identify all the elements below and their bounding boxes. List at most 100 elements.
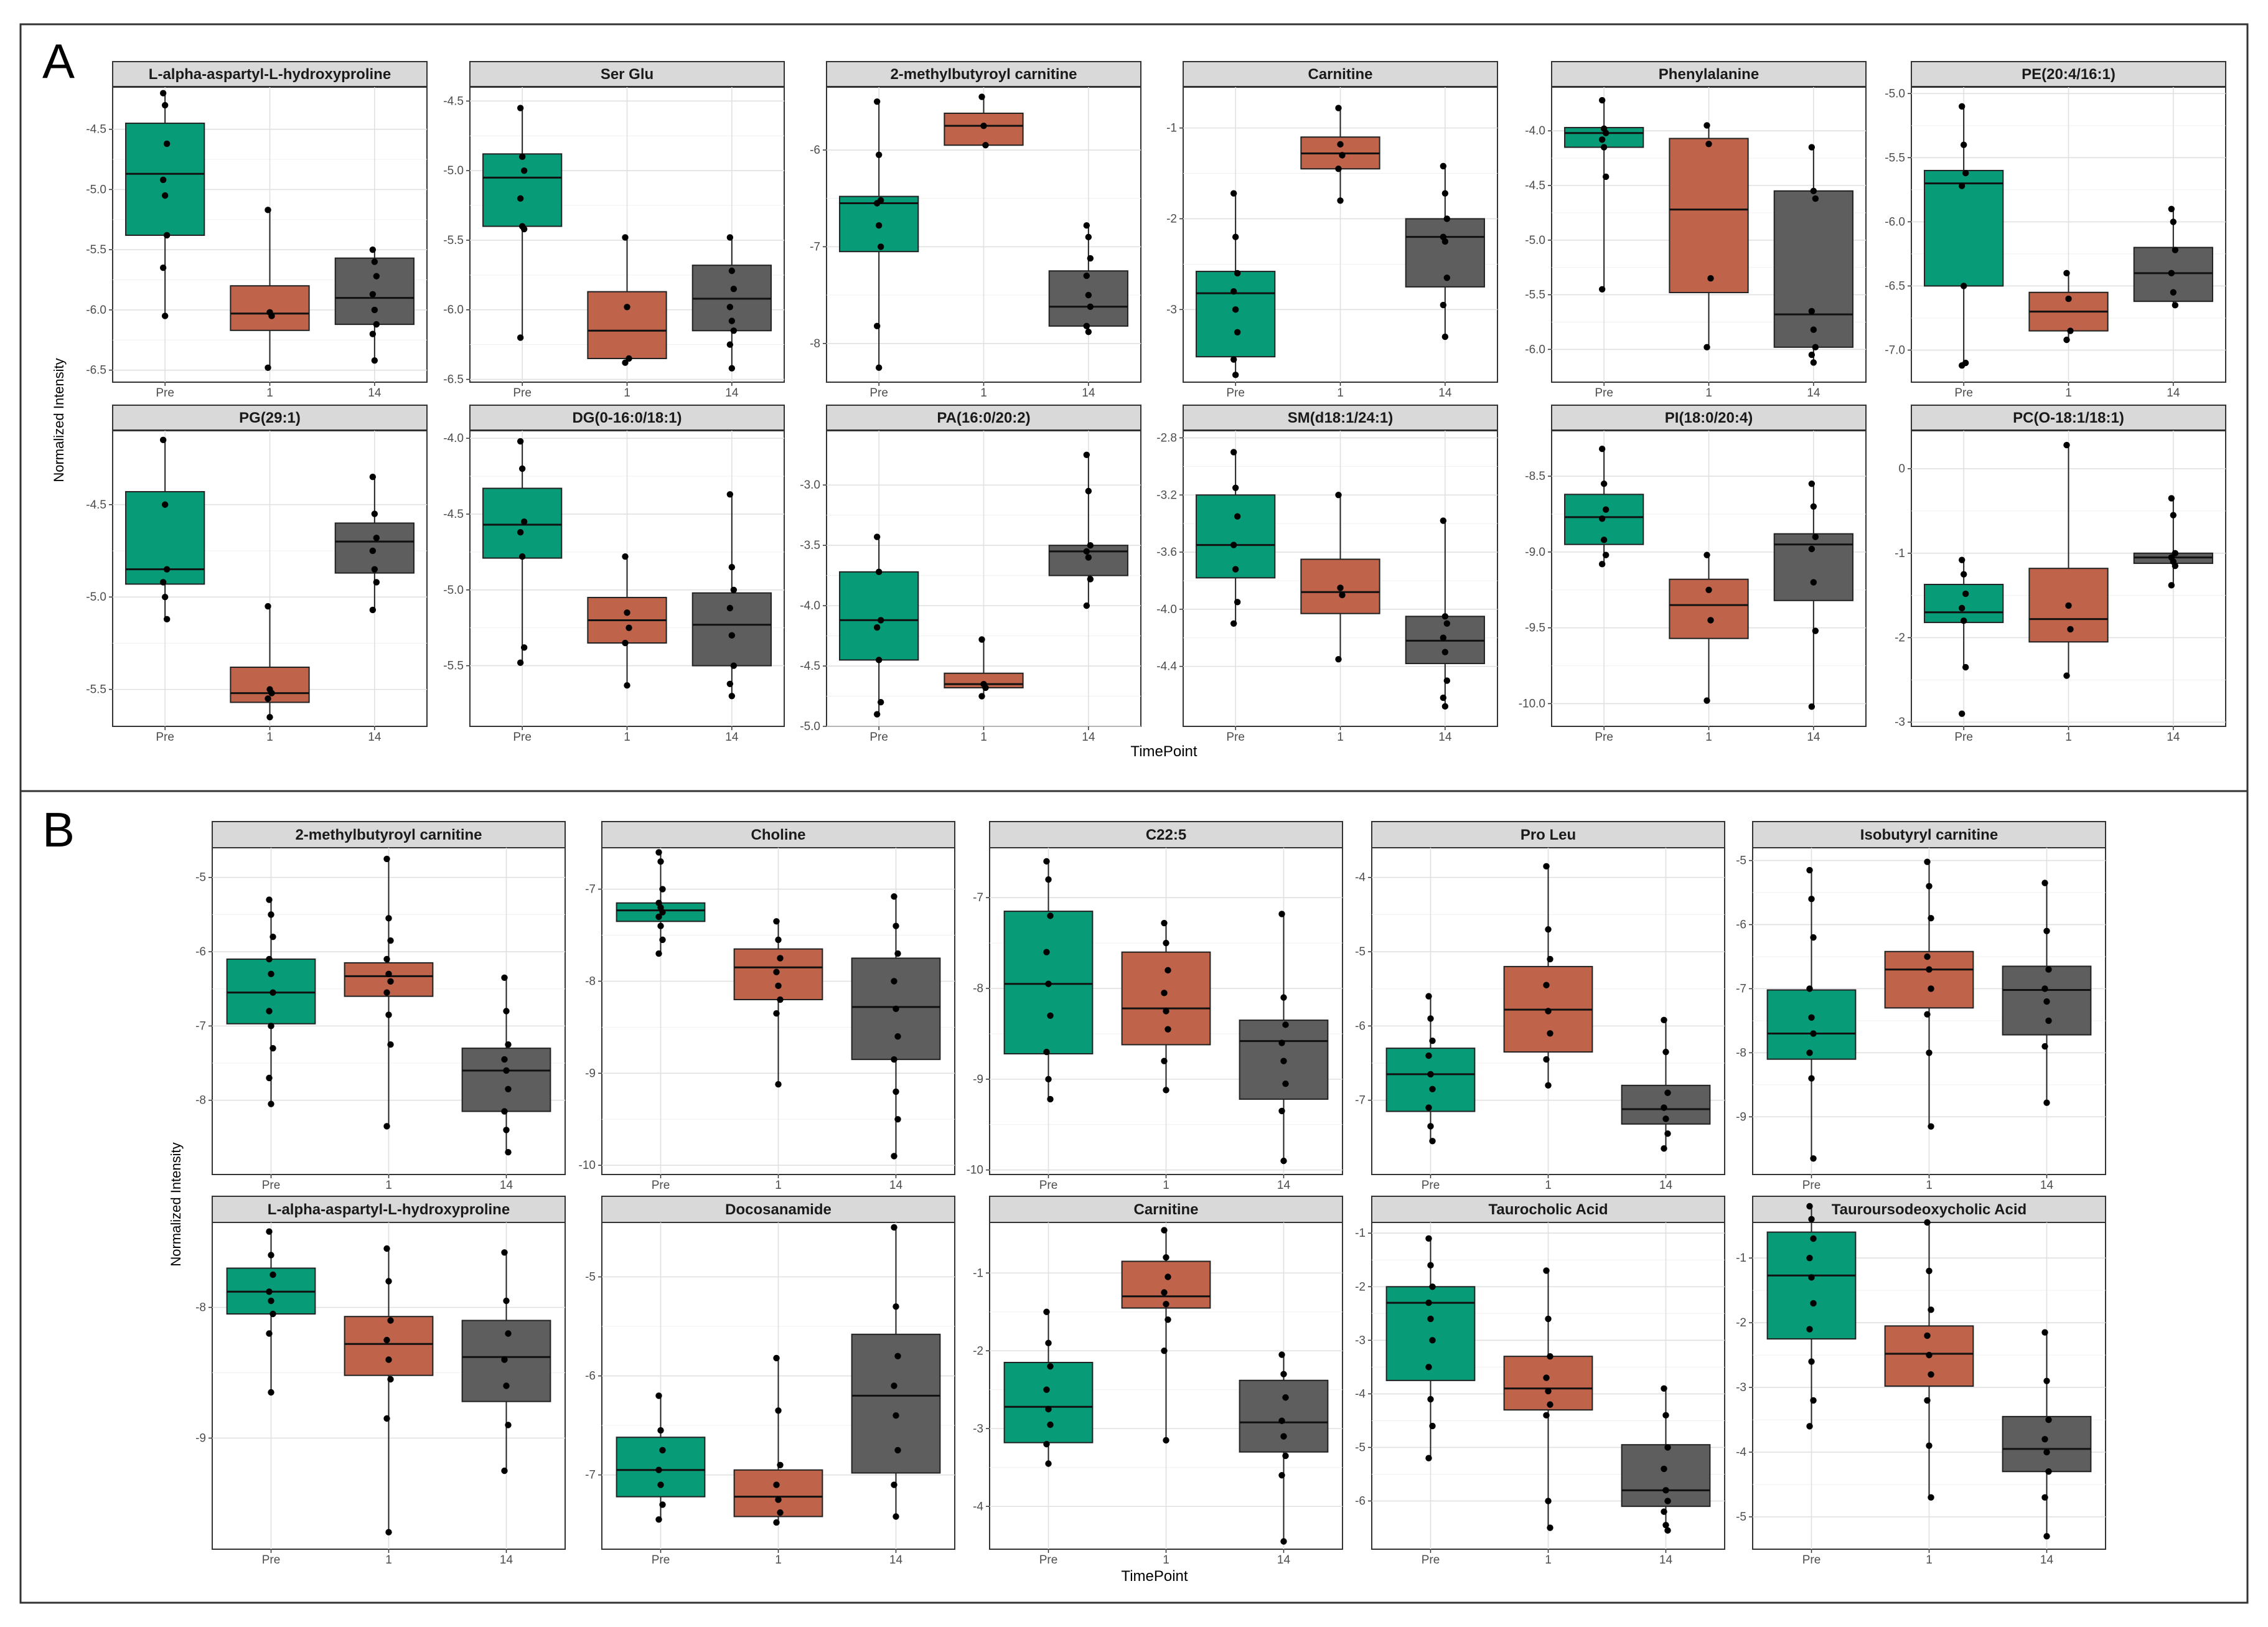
data-point — [1958, 556, 1966, 563]
panel-a-pg-29-1: PG(29:1) -5.5 -5.0 -4.5 Pre 1 14 — [86, 405, 428, 744]
x-tick-label: 1 — [980, 731, 987, 744]
data-point — [726, 491, 734, 498]
data-point — [2065, 295, 2072, 302]
facet-title: Pro Leu — [1521, 827, 1576, 843]
iqr-box — [1196, 271, 1276, 358]
facet-strip — [469, 405, 785, 431]
box-day-1 — [344, 1245, 434, 1536]
x-tick-label: 1 — [2065, 387, 2072, 400]
data-point — [893, 1088, 899, 1095]
y-tick-label: -5.0 — [1885, 87, 1905, 100]
data-point — [501, 1249, 508, 1256]
y-tick-label: -9 — [585, 1067, 596, 1080]
box-pre — [1924, 556, 2004, 717]
data-point — [1810, 187, 1817, 194]
facet-strip — [601, 821, 955, 848]
box-day-1 — [230, 603, 310, 721]
data-point — [2043, 998, 2050, 1005]
x-tick-label: Pre — [869, 731, 888, 744]
data-point — [893, 1005, 899, 1013]
box-day-1 — [587, 553, 667, 689]
y-tick-label: -4 — [973, 1500, 983, 1513]
data-point — [1810, 503, 1817, 510]
y-tick-label: -4.5 — [443, 95, 464, 108]
data-point — [1812, 344, 1819, 351]
panel-a-dg-0-16-0-18-1: DG(0-16:0/18:1) -5.5 -5.0 -4.5 -4.0 Pre 1 14 — [443, 405, 785, 744]
data-point — [1163, 939, 1169, 947]
data-point — [265, 207, 271, 213]
data-point — [1163, 1008, 1169, 1015]
data-point — [266, 713, 273, 721]
data-point — [517, 195, 524, 202]
data-point — [1928, 985, 1934, 992]
data-point — [891, 1382, 897, 1389]
data-point — [726, 341, 734, 348]
facet-title: Carnitine — [1133, 1201, 1198, 1218]
data-point — [161, 501, 169, 508]
x-tick-label: 14 — [725, 731, 739, 744]
data-point — [163, 140, 171, 148]
data-point — [1441, 613, 1449, 620]
facet-strip — [1752, 821, 2106, 848]
box-pre — [482, 105, 563, 341]
data-point — [1924, 1219, 1931, 1226]
box-day-1 — [1300, 105, 1380, 204]
y-tick-label: -6.0 — [443, 304, 464, 317]
data-point — [371, 258, 378, 265]
data-point — [1926, 1351, 1933, 1359]
data-point — [1087, 542, 1094, 549]
y-tick-label: -2 — [1895, 632, 1905, 645]
x-tick-label: Pre — [1954, 387, 1973, 400]
data-point — [728, 317, 736, 324]
panel-b-tauroursodeoxycholic-acid: Tauroursodeoxycholic Acid -5 -4 -3 -2 -1 Pre 1 1… — [1736, 1196, 2106, 1567]
data-point — [728, 365, 736, 372]
data-point — [1280, 994, 1287, 1001]
data-point — [655, 950, 662, 957]
data-point — [1337, 584, 1344, 591]
iqr-box — [1121, 1260, 1211, 1309]
data-point — [982, 142, 989, 149]
data-point — [1339, 591, 1346, 599]
data-point — [268, 1100, 274, 1107]
data-point — [1812, 195, 1819, 202]
data-point — [1337, 197, 1344, 204]
data-point — [893, 1412, 899, 1419]
data-point — [1429, 1337, 1436, 1344]
x-tick-label: 1 — [624, 387, 630, 400]
data-point — [266, 1074, 273, 1082]
iqr-box — [1766, 989, 1857, 1060]
x-tick-label: 1 — [1337, 731, 1344, 744]
data-point — [2045, 966, 2052, 973]
panel-a-sm-d18-1-24-1: SM(d18:1/24:1) -4.4 -4.0 -3.6 -3.2 -2.8 Pre 1 14 — [1156, 405, 1498, 744]
data-point — [1662, 1412, 1669, 1419]
data-point — [622, 359, 629, 366]
data-point — [385, 1529, 392, 1536]
facet-strip — [1183, 405, 1498, 431]
data-point — [518, 153, 526, 160]
panel-a-carnitine: Carnitine -3 -2 -1 Pre 1 14 — [1166, 61, 1498, 400]
data-point — [1806, 1254, 1813, 1262]
facet-strip — [112, 405, 428, 431]
data-point — [877, 617, 884, 624]
data-point — [894, 1446, 901, 1454]
data-point — [1703, 344, 1710, 351]
data-point — [1339, 152, 1346, 159]
x-tick-label: 14 — [1659, 1554, 1673, 1567]
data-point — [1429, 1085, 1436, 1092]
data-point — [2063, 441, 2070, 449]
data-point — [1808, 1216, 1815, 1223]
data-point — [1664, 1498, 1671, 1504]
data-point — [369, 547, 377, 555]
data-point — [1161, 1289, 1168, 1296]
x-tick-label: Pre — [1954, 731, 1973, 744]
data-point — [1810, 1397, 1817, 1404]
data-point — [1282, 1080, 1289, 1087]
facet-title: 2-methylbutyroyl carnitine — [295, 827, 482, 843]
x-tick-label: 1 — [775, 1554, 782, 1567]
data-point — [1427, 1071, 1434, 1078]
box-day-14 — [2002, 879, 2092, 1106]
y-tick-label: -8 — [810, 337, 820, 350]
data-point — [893, 1513, 899, 1520]
y-tick-label: -7 — [195, 1020, 206, 1033]
y-tick-label: -4.4 — [1156, 660, 1177, 673]
